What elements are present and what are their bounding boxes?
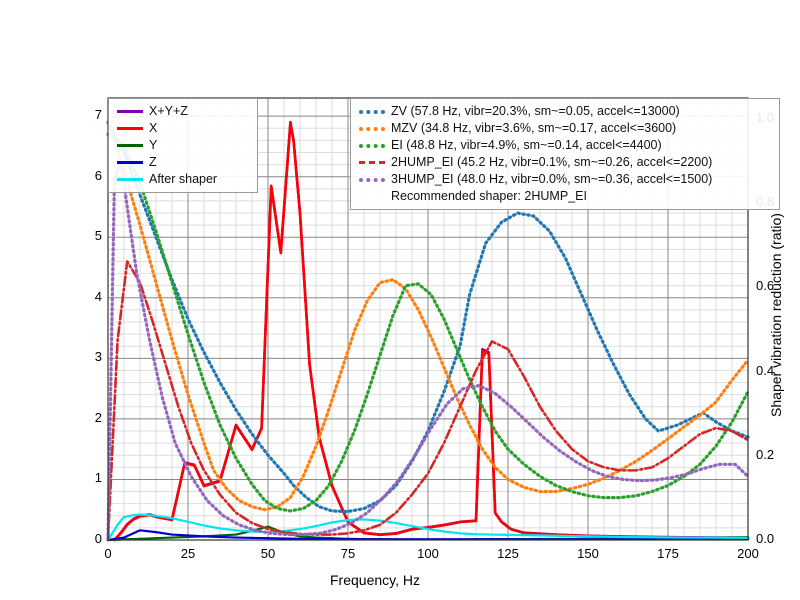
- y-axis-tick-3: 3: [80, 349, 102, 364]
- legend-swatch-right-2: [359, 144, 385, 148]
- legend-swatch-right-0: [359, 110, 385, 114]
- legend-item-0[interactable]: ZV (57.8 Hz, vibr=20.3%, sm~=0.05, accel…: [359, 103, 771, 120]
- y-axis-tick-4: 4: [80, 289, 102, 304]
- legend-item-x+y+z[interactable]: X+Y+Z: [117, 103, 249, 120]
- y2-axis-tick-0: 0.0: [756, 531, 790, 546]
- legend-swatch-3: [117, 161, 143, 164]
- legend-left-box[interactable]: X+Y+Z X Y Z After shaper: [108, 98, 258, 193]
- legend-right-box[interactable]: ZV (57.8 Hz, vibr=20.3%, sm~=0.05, accel…: [350, 98, 780, 210]
- legend-swatch-right-3: [359, 161, 385, 164]
- legend-swatch-2: [117, 144, 143, 147]
- chart-svg: [0, 0, 800, 600]
- y-axis-tick-2: 2: [80, 410, 102, 425]
- x-axis-tick-25: 25: [174, 546, 202, 561]
- legend-swatch-1: [117, 127, 143, 130]
- y-axis-tick-0: 0: [80, 531, 102, 546]
- legend-swatch-right-1: [359, 127, 385, 131]
- chart-root: 1e3 Frequency response and shapers (reso…: [0, 0, 800, 600]
- y-axis-tick-1: 1: [80, 470, 102, 485]
- legend-label-right-0: ZV (57.8 Hz, vibr=20.3%, sm~=0.05, accel…: [391, 103, 680, 120]
- x-axis-tick-175: 175: [654, 546, 682, 561]
- legend-swatch-4: [117, 178, 143, 181]
- y2-axis-tick-0.6: 0.6: [756, 278, 790, 293]
- legend-label-right-3: 2HUMP_EI (45.2 Hz, vibr=0.1%, sm~=0.26, …: [391, 154, 712, 171]
- legend-item-y[interactable]: Y: [117, 137, 249, 154]
- legend-label-right-4: 3HUMP_EI (48.0 Hz, vibr=0.0%, sm~=0.36, …: [391, 171, 712, 188]
- legend-label-4: After shaper: [149, 171, 217, 188]
- x-axis-tick-150: 150: [574, 546, 602, 561]
- legend-label-right-5: Recommended shaper: 2HUMP_EI: [391, 188, 587, 205]
- y-axis-tick-7: 7: [80, 107, 102, 122]
- y2-axis-tick-0.4: 0.4: [756, 363, 790, 378]
- legend-swatch-0: [117, 110, 143, 113]
- legend-item-3[interactable]: 2HUMP_EI (45.2 Hz, vibr=0.1%, sm~=0.26, …: [359, 154, 771, 171]
- legend-label-2: Y: [149, 137, 157, 154]
- legend-swatch-right-4: [359, 178, 385, 182]
- legend-item-2[interactable]: EI (48.8 Hz, vibr=4.9%, sm~=0.14, accel<…: [359, 137, 771, 154]
- y-axis-tick-5: 5: [80, 228, 102, 243]
- x-axis-title: Frequency, Hz: [330, 572, 420, 588]
- legend-label-right-2: EI (48.8 Hz, vibr=4.9%, sm~=0.14, accel<…: [391, 137, 662, 154]
- legend-item-1[interactable]: MZV (34.8 Hz, vibr=3.6%, sm~=0.17, accel…: [359, 120, 771, 137]
- legend-item-after-shaper[interactable]: After shaper: [117, 171, 249, 188]
- legend-item-z[interactable]: Z: [117, 154, 249, 171]
- x-axis-tick-50: 50: [254, 546, 282, 561]
- legend-item-5[interactable]: Recommended shaper: 2HUMP_EI: [359, 188, 771, 205]
- x-axis-tick-100: 100: [414, 546, 442, 561]
- legend-item-x[interactable]: X: [117, 120, 249, 137]
- legend-item-4[interactable]: 3HUMP_EI (48.0 Hz, vibr=0.0%, sm~=0.36, …: [359, 171, 771, 188]
- y-axis-title-right: Shaper vibration reduction (ratio): [768, 200, 784, 430]
- x-axis-tick-75: 75: [334, 546, 362, 561]
- legend-label-3: Z: [149, 154, 157, 171]
- legend-label-right-1: MZV (34.8 Hz, vibr=3.6%, sm~=0.17, accel…: [391, 120, 676, 137]
- y2-axis-tick-0.2: 0.2: [756, 447, 790, 462]
- y-axis-tick-6: 6: [80, 168, 102, 183]
- legend-label-0: X+Y+Z: [149, 103, 188, 120]
- x-axis-tick-200: 200: [734, 546, 762, 561]
- legend-label-1: X: [149, 120, 157, 137]
- x-axis-tick-0: 0: [94, 546, 122, 561]
- x-axis-tick-125: 125: [494, 546, 522, 561]
